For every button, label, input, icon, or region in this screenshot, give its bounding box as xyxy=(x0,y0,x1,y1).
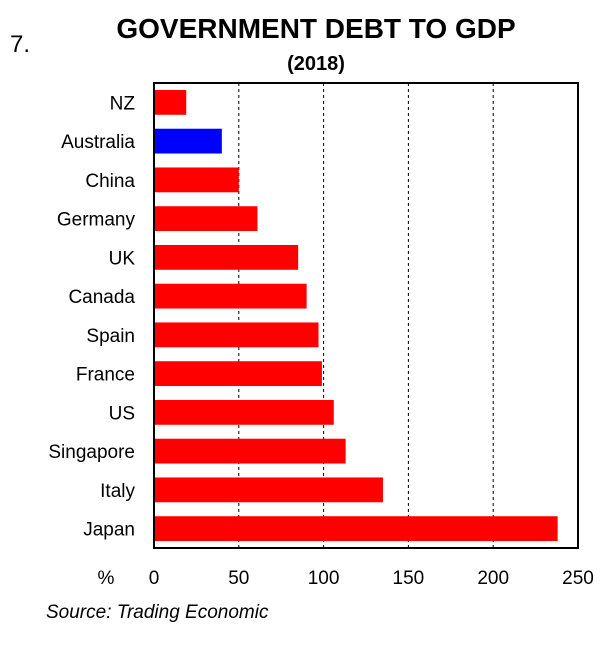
bar-nz xyxy=(154,89,187,115)
bar-china xyxy=(154,167,239,193)
category-label-us: US xyxy=(109,403,135,424)
x-tick-label-250: 250 xyxy=(562,568,594,589)
chart-title: GOVERNMENT DEBT TO GDP xyxy=(116,13,515,44)
bar-italy xyxy=(154,477,383,503)
category-label-italy: Italy xyxy=(100,481,135,502)
bar-us xyxy=(154,399,334,425)
source-note: Source: Trading Economic xyxy=(46,602,269,623)
bar-singapore xyxy=(154,438,346,464)
bar-japan xyxy=(154,516,558,542)
category-label-nz: NZ xyxy=(110,93,136,114)
x-tick-label-200: 200 xyxy=(477,568,509,589)
category-label-uk: UK xyxy=(109,248,136,269)
x-tick-label-0: 0 xyxy=(149,568,160,589)
category-label-canada: Canada xyxy=(68,287,135,308)
x-tick-label-50: 50 xyxy=(228,568,249,589)
bar-spain xyxy=(154,322,319,348)
bars xyxy=(154,89,558,542)
category-label-france: France xyxy=(76,365,135,386)
category-label-australia: Australia xyxy=(61,132,135,153)
bar-germany xyxy=(154,206,258,232)
x-tick-label-100: 100 xyxy=(308,568,340,589)
bar-uk xyxy=(154,244,299,270)
bar-france xyxy=(154,361,322,387)
category-label-singapore: Singapore xyxy=(48,442,135,463)
x-tick-label-150: 150 xyxy=(393,568,425,589)
chart-subtitle: (2018) xyxy=(287,53,345,75)
category-labels: NZ Australia China Germany UK Canada Spain Fran… xyxy=(48,93,135,540)
category-label-japan: Japan xyxy=(83,520,135,541)
bar-australia xyxy=(154,128,222,154)
plot-frame xyxy=(153,82,579,549)
category-label-spain: Spain xyxy=(86,326,135,347)
figure-number: 7. xyxy=(10,31,30,58)
x-tick-labels: 0 50 100 150 200 250 xyxy=(149,568,594,589)
category-label-china: China xyxy=(85,171,135,192)
category-label-germany: Germany xyxy=(57,210,136,231)
bar-canada xyxy=(154,283,307,309)
unit-label: % xyxy=(98,568,115,589)
